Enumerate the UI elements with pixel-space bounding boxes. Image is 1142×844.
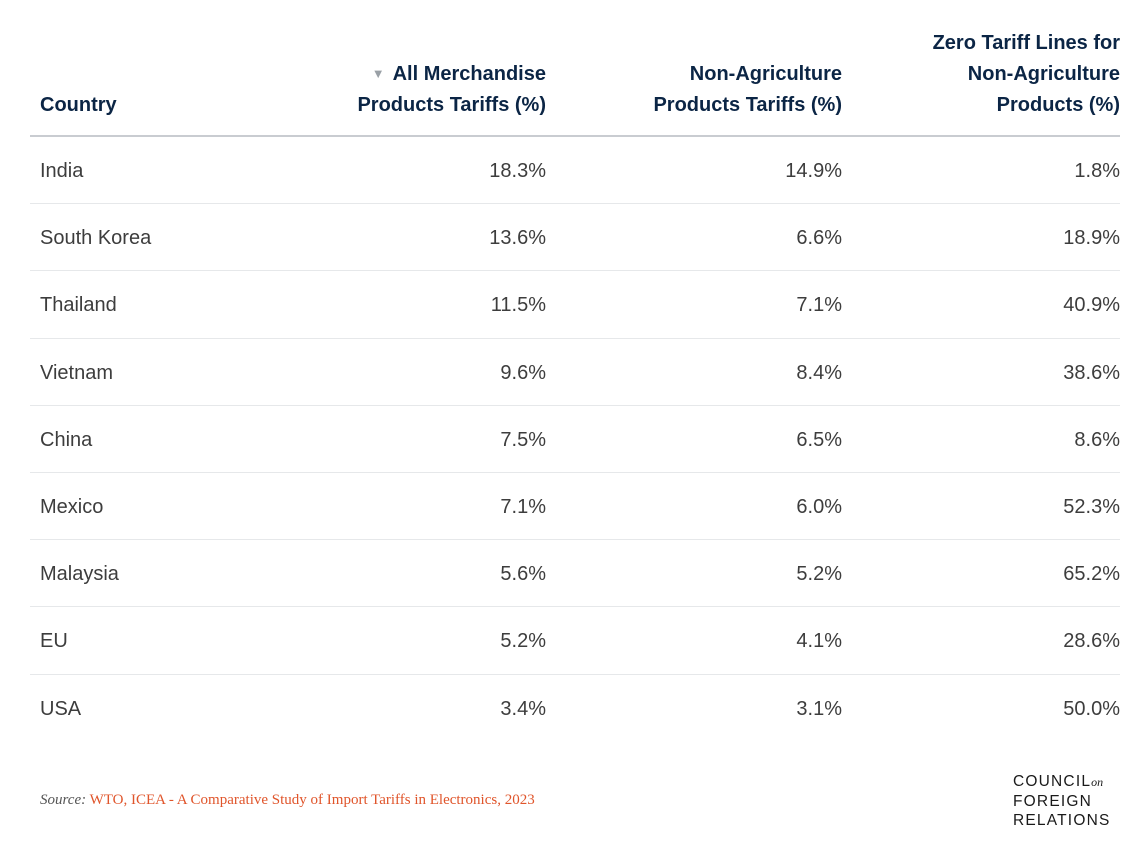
cell-non-agriculture: 4.1% xyxy=(796,630,842,653)
cell-country: Thailand xyxy=(40,294,117,317)
header-country-label: Country xyxy=(40,94,117,116)
cell-all-merchandise: 3.4% xyxy=(500,697,546,720)
cell-all-merchandise: 13.6% xyxy=(489,227,546,250)
cell-non-agriculture: 3.1% xyxy=(796,697,842,720)
cell-zero-tariff-lines: 1.8% xyxy=(1074,160,1120,182)
cell-zero-tariff-lines: 50.0% xyxy=(1063,697,1120,720)
cell-non-agriculture: 6.5% xyxy=(796,428,842,451)
logo-line-3: RELATIONS xyxy=(1013,812,1111,829)
cell-all-merchandise: 7.5% xyxy=(500,428,546,451)
cell-country: Malaysia xyxy=(40,563,119,586)
table-row: USA 3.4% 3.1% 50.0% xyxy=(30,675,1120,742)
cell-country: Mexico xyxy=(40,495,104,518)
header-all-merchandise[interactable]: ▼ All Merchandise Products Tariffs (%) xyxy=(286,58,546,121)
header-zero-tariff-line-1: Zero Tariff Lines for xyxy=(932,32,1120,54)
cell-all-merchandise: 5.6% xyxy=(500,563,546,586)
cell-all-merchandise: 18.3% xyxy=(489,160,546,182)
cell-zero-tariff-lines: 38.6% xyxy=(1063,361,1120,384)
header-all-merchandise-line-2: Products Tariffs (%) xyxy=(357,94,546,116)
source-link[interactable]: WTO, ICEA - A Comparative Study of Impor… xyxy=(89,792,535,808)
cell-non-agriculture: 8.4% xyxy=(796,361,842,384)
source-note: Source: WTO, ICEA - A Comparative Study … xyxy=(40,792,535,809)
cell-country: EU xyxy=(40,630,68,653)
cell-non-agriculture: 6.0% xyxy=(796,495,842,518)
cell-country: India xyxy=(40,160,84,182)
table-row: Vietnam 9.6% 8.4% 38.6% xyxy=(30,339,1120,406)
cfr-logo: COUNCILon FOREIGN RELATIONS xyxy=(1013,772,1111,830)
table-row: Malaysia 5.6% 5.2% 65.2% xyxy=(30,540,1120,608)
cell-country: USA xyxy=(40,697,82,720)
header-all-merchandise-line-1: ▼ All Merchandise xyxy=(371,63,546,85)
header-non-agriculture-line-1: Non-Agriculture xyxy=(689,63,842,85)
cell-all-merchandise: 11.5% xyxy=(490,294,546,317)
cell-non-agriculture: 7.1% xyxy=(796,294,842,317)
cell-zero-tariff-lines: 52.3% xyxy=(1063,495,1120,518)
cell-country: China xyxy=(40,428,93,451)
cell-zero-tariff-lines: 28.6% xyxy=(1063,630,1120,653)
header-non-agriculture-line-2: Products Tariffs (%) xyxy=(653,94,842,116)
sort-descending-icon: ▼ xyxy=(371,66,385,81)
table-body: India 18.3% 14.9% 1.8% South Korea 13.6% 6.6% 1… xyxy=(30,137,1120,742)
table-row: South Korea 13.6% 6.6% 18.9% xyxy=(30,204,1120,272)
table-row: Mexico 7.1% 6.0% 52.3% xyxy=(30,473,1120,541)
cell-non-agriculture: 6.6% xyxy=(796,227,842,250)
logo-line-1: COUNCILon xyxy=(1013,773,1104,790)
cell-non-agriculture: 5.2% xyxy=(796,563,842,586)
tariff-table: Country ▼ All Merchandise Products Tariff… xyxy=(30,0,1120,742)
cell-all-merchandise: 5.2% xyxy=(500,630,546,653)
cell-all-merchandise: 7.1% xyxy=(500,495,546,518)
cell-zero-tariff-lines: 8.6% xyxy=(1074,428,1120,451)
cell-zero-tariff-lines: 65.2% xyxy=(1063,563,1120,586)
table-row: India 18.3% 14.9% 1.8% xyxy=(30,137,1120,205)
cell-non-agriculture: 14.9% xyxy=(785,160,842,182)
cell-zero-tariff-lines: 40.9% xyxy=(1063,294,1120,317)
table-row: China 7.5% 6.5% 8.6% xyxy=(30,406,1120,473)
table-row: Thailand 11.5% 7.1% 40.9% xyxy=(30,271,1120,339)
header-country[interactable]: Country xyxy=(40,90,117,121)
table-row: EU 5.2% 4.1% 28.6% xyxy=(30,607,1120,675)
table-header: Country ▼ All Merchandise Products Tariff… xyxy=(30,0,1120,137)
header-zero-tariff-line-2: Non-Agriculture xyxy=(967,63,1120,85)
cell-all-merchandise: 9.6% xyxy=(500,361,546,384)
cell-zero-tariff-lines: 18.9% xyxy=(1063,227,1120,250)
cell-country: Vietnam xyxy=(40,361,114,384)
logo-line-2: FOREIGN xyxy=(1013,793,1093,810)
header-non-agriculture[interactable]: Non-Agriculture Products Tariffs (%) xyxy=(582,59,842,121)
header-zero-tariff-line-3: Products (%) xyxy=(996,94,1120,116)
cell-country: South Korea xyxy=(40,227,152,250)
header-zero-tariff-lines[interactable]: Zero Tariff Lines for Non-Agriculture Pr… xyxy=(880,28,1120,121)
source-label: Source: xyxy=(40,792,87,808)
